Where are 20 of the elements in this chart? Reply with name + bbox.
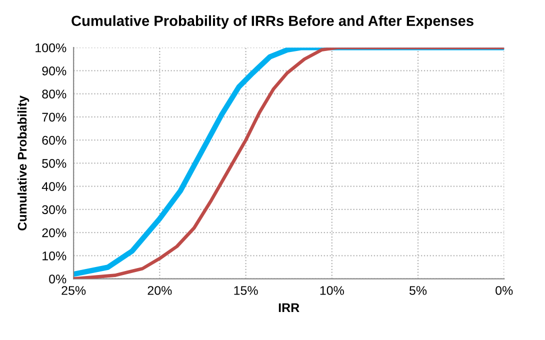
y-tick-label: 0% <box>49 274 66 284</box>
y-tick-label: 50% <box>42 159 66 168</box>
y-tick-label: 40% <box>42 182 66 191</box>
y-axis-title: Cumulative Probability <box>17 96 30 230</box>
x-tick-label: 10% <box>320 286 344 295</box>
y-tick-label: 80% <box>42 90 66 98</box>
y-tick-label: 10% <box>42 251 66 260</box>
x-tick-label: 0% <box>496 286 513 295</box>
chart-title: Cumulative Probability of IRRs Before and After Expenses <box>72 15 474 29</box>
y-tick-label: 70% <box>42 112 66 122</box>
y-tick-label: 100% <box>36 43 66 52</box>
x-tick-label: 15% <box>234 286 258 295</box>
y-tick-label: 60% <box>42 136 66 145</box>
x-tick-label: 5% <box>409 286 427 295</box>
y-tick-label: 30% <box>42 205 66 214</box>
y-tick-label: 90% <box>42 66 66 76</box>
x-tick-label: 20% <box>148 286 172 295</box>
x-axis-title: IRR <box>278 303 300 312</box>
y-tick-label: 20% <box>42 228 66 238</box>
x-tick-label: 25% <box>62 286 86 295</box>
